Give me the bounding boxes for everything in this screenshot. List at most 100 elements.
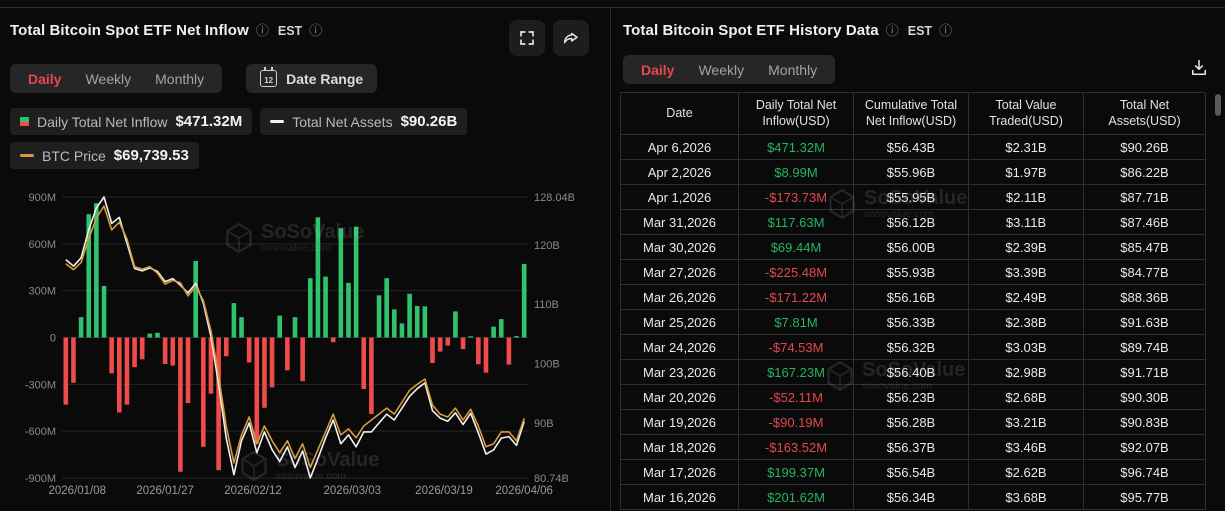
table-row: Mar 17,2026 $199.37M $56.54B $2.62B $96.74B xyxy=(621,460,1206,485)
table-cell: $87.46B xyxy=(1084,210,1206,235)
table-row: Mar 18,2026 -$163.52M $56.37B $3.46B $92.07B xyxy=(621,435,1206,460)
svg-text:-900M: -900M xyxy=(25,473,56,485)
table-cell: $56.34B xyxy=(854,485,969,510)
column-header: Total Net Assets(USD) xyxy=(1084,93,1206,135)
date-range-button[interactable]: 12 Date Range xyxy=(246,64,378,93)
tab-daily[interactable]: Daily xyxy=(641,61,675,78)
table-scrollbar xyxy=(1215,92,1221,511)
svg-text:120B: 120B xyxy=(534,240,560,252)
table-cell: $87.71B xyxy=(1084,185,1206,210)
info-icon[interactable]: ⓘ xyxy=(939,23,953,38)
table-cell: Mar 30,2026 xyxy=(621,235,739,260)
table-cell: $91.63B xyxy=(1084,310,1206,335)
legend-chip-2[interactable]: BTC Price $69,739.53 xyxy=(10,142,199,169)
x-axis-labels: 2026/01/08 2026/01/27 2026/02/12 2026/03/03… xyxy=(48,485,552,497)
table-cell: $2.98B xyxy=(969,360,1084,385)
table-cell: Mar 20,2026 xyxy=(621,385,739,410)
table-cell: $56.28B xyxy=(854,410,969,435)
svg-text:900M: 900M xyxy=(28,192,56,204)
table-row: Mar 31,2026 $117.63M $56.12B $3.11B $87.46B xyxy=(621,210,1206,235)
table-cell: Mar 18,2026 xyxy=(621,435,739,460)
table-cell: $117.63M xyxy=(739,210,854,235)
etf-inflow-chart[interactable]: 900M600M300M0-300M-600M-900M128.04B120B1… xyxy=(0,183,600,511)
table-cell: $2.11B xyxy=(969,185,1084,210)
table-cell: $96.74B xyxy=(1084,460,1206,485)
legend-value: $471.32M xyxy=(175,113,243,130)
share-button[interactable] xyxy=(553,20,589,56)
history-period-tabs: Daily Weekly Monthly xyxy=(623,55,836,84)
scrollbar-thumb[interactable] xyxy=(1215,94,1221,116)
download-button[interactable] xyxy=(1189,58,1209,81)
legend-label: Daily Total Net Inflow xyxy=(37,113,168,130)
table-cell: $3.68B xyxy=(969,485,1084,510)
table-row: Mar 26,2026 -$171.22M $56.16B $2.49B $88.36B xyxy=(621,285,1206,310)
info-icon[interactable]: ⓘ xyxy=(309,23,323,38)
fullscreen-button[interactable] xyxy=(509,20,545,56)
table-row: Mar 27,2026 -$225.48M $55.93B $3.39B $84.77B xyxy=(621,260,1206,285)
tab-daily[interactable]: Daily xyxy=(28,70,62,87)
table-header-row: Date Daily Total Net Inflow(USD) Cumulativ… xyxy=(621,93,1206,135)
timezone-label: EST xyxy=(907,23,933,38)
table-cell: $2.49B xyxy=(969,285,1084,310)
table-cell: $201.62M xyxy=(739,485,854,510)
table-cell: Mar 26,2026 xyxy=(621,285,739,310)
table-cell: Mar 23,2026 xyxy=(621,360,739,385)
net-inflow-panel: Total Bitcoin Spot ETF Net Inflow ⓘ EST … xyxy=(0,8,610,511)
svg-text:100B: 100B xyxy=(534,359,560,371)
download-icon xyxy=(1192,59,1206,75)
svg-text:-600M: -600M xyxy=(25,426,56,438)
table-cell: $85.47B xyxy=(1084,235,1206,260)
table-cell: $95.77B xyxy=(1084,485,1206,510)
table-cell: $167.23M xyxy=(739,360,854,385)
history-table: Date Daily Total Net Inflow(USD) Cumulativ… xyxy=(620,92,1206,510)
table-cell: $1.97B xyxy=(969,160,1084,185)
table-cell: $91.71B xyxy=(1084,360,1206,385)
table-cell: $3.21B xyxy=(969,410,1084,435)
table-row: Mar 23,2026 $167.23M $56.40B $2.98B $91.71B xyxy=(621,360,1206,385)
legend-chip-0[interactable]: Daily Total Net Inflow $471.32M xyxy=(10,108,253,135)
table-cell: Apr 6,2026 xyxy=(621,135,739,160)
svg-text:90B: 90B xyxy=(534,418,554,430)
info-icon[interactable]: ⓘ xyxy=(885,23,899,38)
svg-text:128.04B: 128.04B xyxy=(534,192,575,204)
svg-text:0: 0 xyxy=(50,333,56,345)
table-cell: Apr 2,2026 xyxy=(621,160,739,185)
net-assets-line xyxy=(65,196,525,479)
table-row: Mar 30,2026 $69.44M $56.00B $2.39B $85.47B xyxy=(621,235,1206,260)
left-axis-labels: 900M 600M 300M 0 -300M -600M -900M xyxy=(25,192,56,485)
inflow-bars-series xyxy=(63,203,527,472)
table-cell: $2.68B xyxy=(969,385,1084,410)
line-series-icon xyxy=(270,119,285,124)
table-cell: $2.62B xyxy=(969,460,1084,485)
legend-label: BTC Price xyxy=(42,147,106,164)
svg-text:300M: 300M xyxy=(28,286,56,298)
tab-weekly[interactable]: Weekly xyxy=(698,61,745,78)
info-icon[interactable]: ⓘ xyxy=(255,23,269,38)
table-row: Mar 16,2026 $201.62M $56.34B $3.68B $95.77B xyxy=(621,485,1206,510)
tab-monthly[interactable]: Monthly xyxy=(768,61,818,78)
svg-text:2026/03/03: 2026/03/03 xyxy=(324,485,382,497)
page-title: Total Bitcoin Spot ETF Net Inflow xyxy=(10,22,249,39)
table-cell: $2.39B xyxy=(969,235,1084,260)
table-row: Mar 24,2026 -$74.53M $56.32B $3.03B $89.74B xyxy=(621,335,1206,360)
table-cell: $56.33B xyxy=(854,310,969,335)
period-tabs: Daily Weekly Monthly xyxy=(10,64,223,93)
tab-monthly[interactable]: Monthly xyxy=(155,70,205,87)
svg-text:600M: 600M xyxy=(28,239,56,251)
table-cell: Mar 24,2026 xyxy=(621,335,739,360)
calendar-icon: 12 xyxy=(260,67,278,87)
table-cell: Mar 31,2026 xyxy=(621,210,739,235)
table-cell: $3.03B xyxy=(969,335,1084,360)
table-cell: Mar 19,2026 xyxy=(621,410,739,435)
table-cell: Apr 1,2026 xyxy=(621,185,739,210)
share-icon xyxy=(563,32,578,44)
table-cell: Mar 16,2026 xyxy=(621,485,739,510)
column-header: Cumulative Total Net Inflow(USD) xyxy=(854,93,969,135)
legend-chip-1[interactable]: Total Net Assets $90.26B xyxy=(260,108,468,135)
chart-controls: Daily Weekly Monthly 12 Date Range xyxy=(10,64,378,93)
date-range-label: Date Range xyxy=(286,70,364,87)
tab-weekly[interactable]: Weekly xyxy=(85,70,132,87)
table-cell: $56.43B xyxy=(854,135,969,160)
table-cell: $55.95B xyxy=(854,185,969,210)
table-cell: -$173.73M xyxy=(739,185,854,210)
